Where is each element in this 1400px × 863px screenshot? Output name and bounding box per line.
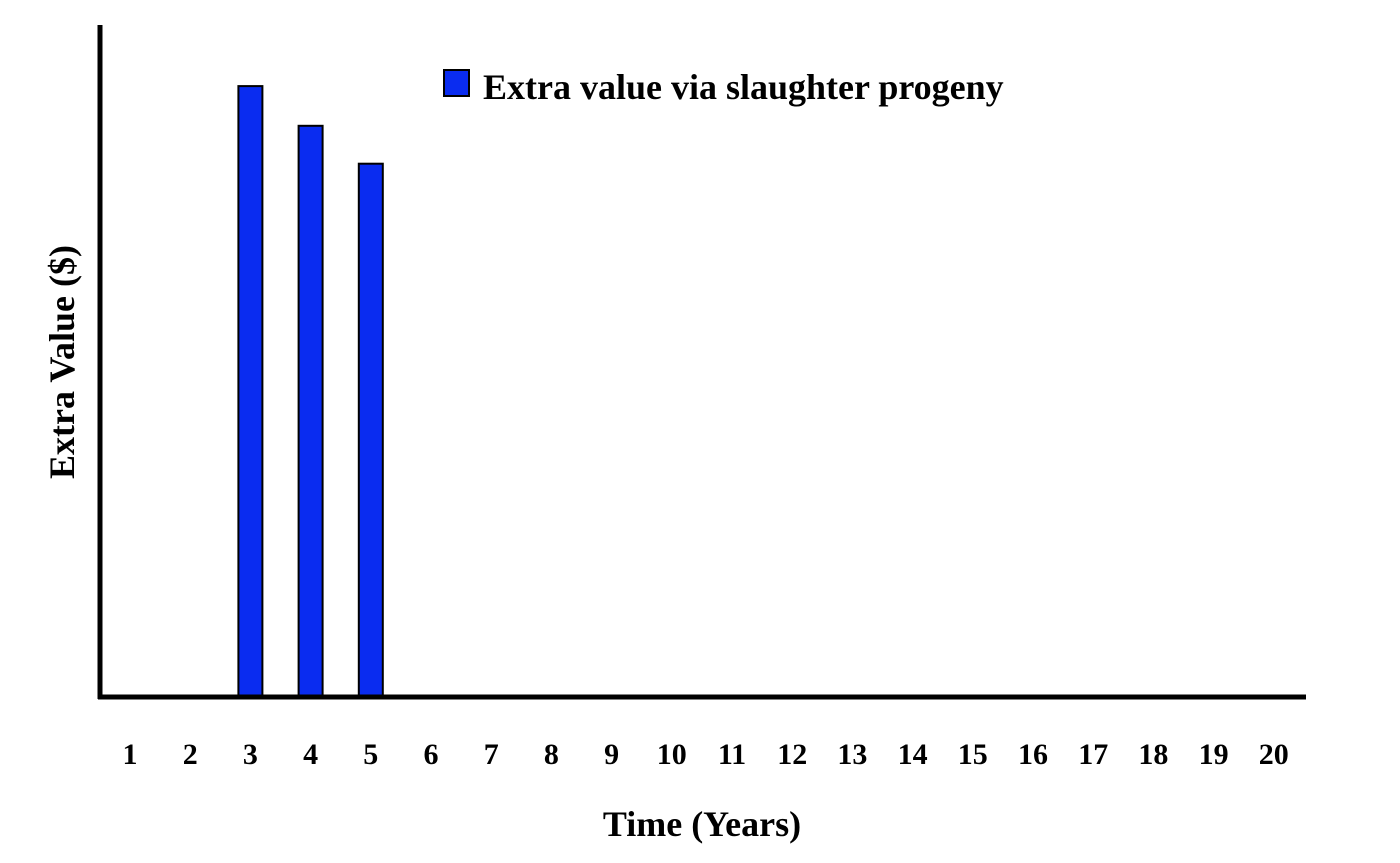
- x-tick-label: 20: [1259, 738, 1289, 771]
- x-axis-title: Time (Years): [603, 804, 801, 844]
- x-tick-label: 18: [1138, 738, 1168, 771]
- x-tick-label: 6: [424, 738, 439, 771]
- y-axis-title: Extra Value ($): [42, 245, 82, 479]
- legend-label: Extra value via slaughter progeny: [483, 67, 1004, 107]
- bar-year-5: [357, 162, 384, 698]
- x-tick-label: 12: [777, 738, 807, 771]
- x-tick-label: 19: [1199, 738, 1229, 771]
- x-tick-labels: 1 2 3 4 5 6 7 8 9 10 11 12 13 14 15 16 17 18 19 20: [123, 738, 1289, 771]
- x-tick-label: 13: [837, 738, 867, 771]
- x-tick-label: 16: [1018, 738, 1048, 771]
- x-tick-label: 7: [484, 738, 499, 771]
- legend-swatch: [443, 69, 470, 97]
- legend: Extra value via slaughter progeny: [443, 67, 1004, 107]
- bar-year-4: [297, 124, 324, 699]
- x-tick-label: 9: [604, 738, 619, 771]
- x-tick-label: 8: [544, 738, 559, 771]
- x-tick-label: 17: [1078, 738, 1108, 771]
- x-tick-label: 3: [243, 738, 258, 771]
- x-tick-label: 4: [303, 738, 318, 771]
- x-tick-label: 5: [363, 738, 378, 771]
- x-tick-label: 2: [183, 738, 198, 771]
- x-tick-label: 14: [898, 738, 928, 771]
- x-tick-label: 1: [123, 738, 138, 771]
- x-tick-label: 11: [718, 738, 746, 771]
- bar-year-3: [237, 85, 264, 699]
- bars-group: [237, 85, 384, 699]
- x-tick-label: 10: [657, 738, 687, 771]
- x-tick-label: 15: [958, 738, 988, 771]
